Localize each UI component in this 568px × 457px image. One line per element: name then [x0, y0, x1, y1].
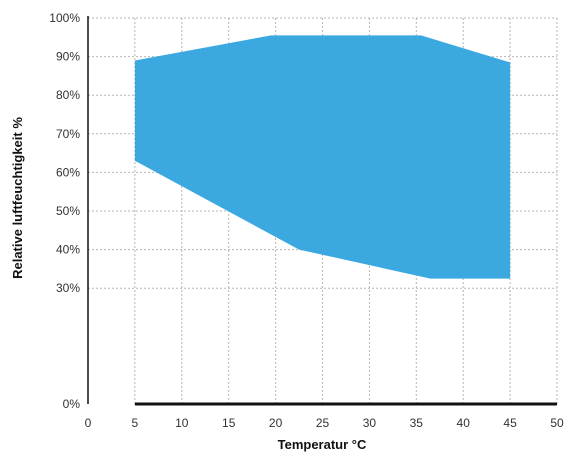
- y-tick-label: 90%: [56, 50, 80, 64]
- x-tick-label: 25: [316, 416, 330, 430]
- y-axis-label: Relative luftfeuchtigkeit %: [10, 117, 25, 279]
- axes: [87, 16, 557, 406]
- x-tick-label: 20: [269, 416, 283, 430]
- x-tick-label: 50: [550, 416, 564, 430]
- y-tick-label: 0%: [63, 397, 81, 411]
- x-tick-label: 30: [363, 416, 377, 430]
- y-tick-label: 80%: [56, 88, 80, 102]
- x-tick-label: 10: [175, 416, 189, 430]
- x-axis-label: Temperatur °C: [278, 437, 367, 452]
- x-tick-labels: 0 5 10 15 20 25 30 35 40 45 50: [85, 416, 564, 430]
- y-tick-label: 30%: [56, 281, 80, 295]
- x-tick-label: 15: [222, 416, 236, 430]
- y-tick-label: 50%: [56, 204, 80, 218]
- x-tick-label: 0: [85, 416, 92, 430]
- x-tick-label: 45: [503, 416, 517, 430]
- x-tick-label: 35: [410, 416, 424, 430]
- y-tick-labels: 0% 30% 40% 50% 60% 70% 80% 90% 100%: [49, 11, 80, 411]
- x-tick-label: 5: [132, 416, 139, 430]
- x-tick-label: 40: [457, 416, 471, 430]
- y-tick-label: 100%: [49, 11, 80, 25]
- y-tick-label: 40%: [56, 243, 80, 257]
- y-tick-label: 70%: [56, 127, 80, 141]
- y-tick-label: 60%: [56, 165, 80, 179]
- operating-region-area: [134, 35, 511, 279]
